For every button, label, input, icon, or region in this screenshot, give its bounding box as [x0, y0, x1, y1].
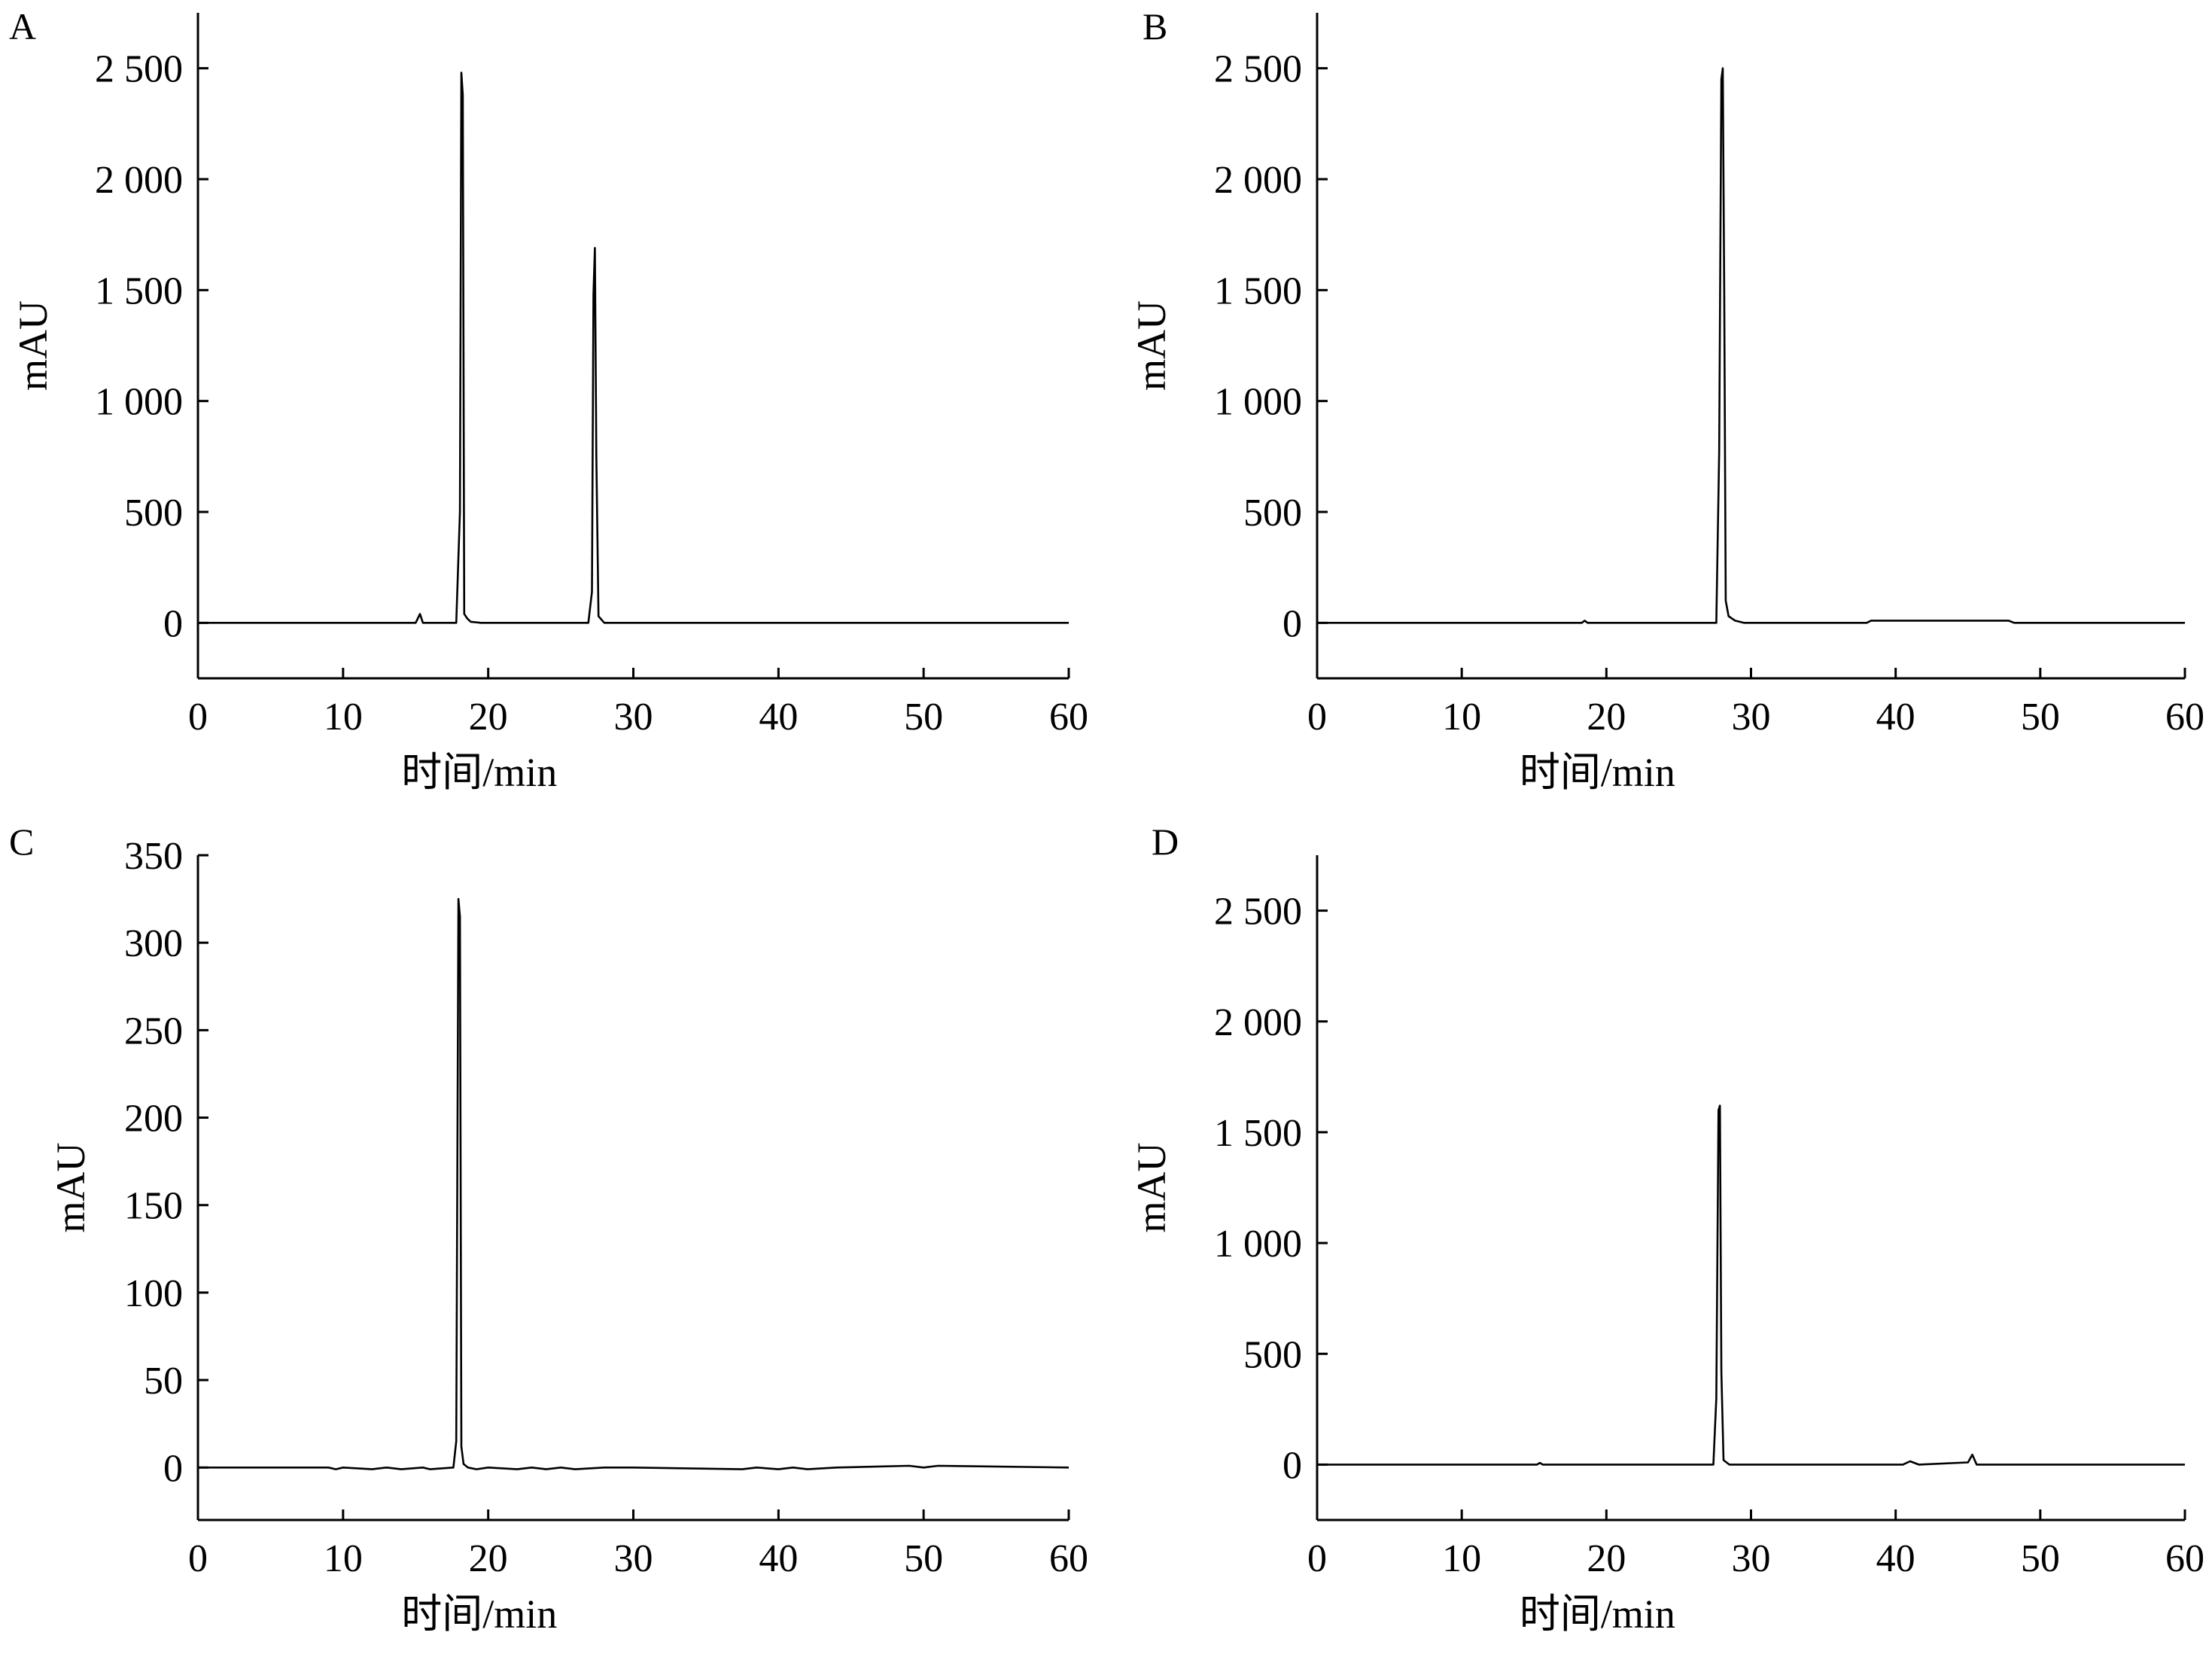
x-axis-title: 时间/min: [1520, 1592, 1675, 1637]
panel-letter: A: [9, 5, 36, 47]
x-tick-label: 10: [324, 1537, 363, 1580]
y-tick-label: 100: [124, 1272, 183, 1315]
y-tick-label: 1 500: [1214, 1112, 1302, 1155]
x-tick-label: 40: [759, 1537, 798, 1580]
y-tick-label: 0: [163, 1447, 183, 1490]
y-axis-title: mAU: [1129, 1143, 1174, 1233]
x-tick-label: 20: [1587, 1537, 1626, 1580]
y-tick-label: 1 000: [95, 381, 183, 424]
y-tick-label: 2 000: [1214, 159, 1302, 202]
x-tick-label: 30: [614, 696, 653, 739]
series-line: [198, 897, 1069, 1470]
y-tick-label: 0: [1282, 602, 1302, 645]
x-tick-label: 60: [1049, 1537, 1088, 1580]
y-tick-label: 0: [1282, 1444, 1302, 1487]
y-tick-label: 2 500: [1214, 48, 1302, 91]
x-tick-label: 50: [904, 696, 943, 739]
chart-panel-a: A 0 10 20 30 40 50 60 0 500 1 000 1 500 2 000 2 500 时间…: [9, 5, 1088, 795]
y-tick-label: 300: [124, 922, 183, 965]
x-tick-label: 50: [2021, 1537, 2060, 1580]
y-tick-label: 1 000: [1214, 381, 1302, 424]
x-tick-label: 20: [469, 696, 508, 739]
x-tick-label: 0: [1307, 1537, 1327, 1580]
series-line: [198, 72, 1069, 624]
x-tick-label: 10: [324, 696, 363, 739]
x-tick-label: 60: [2165, 696, 2204, 739]
x-tick-label: 40: [1876, 696, 1915, 739]
y-tick-label: 500: [1243, 1333, 1302, 1376]
y-tick-label: 2 500: [95, 48, 183, 91]
y-axis-title: mAU: [1129, 300, 1174, 391]
y-tick-label: 350: [124, 835, 183, 878]
x-tick-label: 30: [1732, 696, 1771, 739]
x-tick-label: 60: [1049, 696, 1088, 739]
x-axis-title: 时间/min: [1520, 750, 1675, 795]
y-tick-label: 1 000: [1214, 1223, 1302, 1266]
x-tick-label: 10: [1442, 1537, 1481, 1580]
series-line: [1317, 67, 2185, 624]
x-tick-label: 60: [2165, 1537, 2204, 1580]
y-tick-label: 2 000: [1214, 1001, 1302, 1044]
x-axis-title: 时间/min: [401, 1592, 557, 1637]
panel-letter: B: [1143, 5, 1167, 47]
y-axis-title: mAU: [48, 1143, 93, 1233]
x-tick-label: 0: [188, 696, 208, 739]
y-tick-label: 1 500: [1214, 270, 1302, 312]
chart-panel-d: D 0 10 20 30 40 50 60 0 500 1 000 1 500 2 000 2 500 时间…: [1129, 821, 2204, 1637]
chart-panel-c: C 0 10 20 30 40 50 60 0 50 100 150 200 250 300 350 时间/mi…: [9, 821, 1088, 1637]
y-tick-label: 2 000: [95, 159, 183, 202]
x-tick-label: 0: [188, 1537, 208, 1580]
x-tick-label: 0: [1307, 696, 1327, 739]
x-tick-label: 40: [1876, 1537, 1915, 1580]
y-tick-label: 50: [144, 1360, 183, 1403]
y-tick-label: 250: [124, 1010, 183, 1052]
y-tick-label: 150: [124, 1185, 183, 1228]
x-tick-label: 30: [1732, 1537, 1771, 1580]
x-tick-label: 20: [1587, 696, 1626, 739]
panel-letter: C: [9, 821, 34, 863]
x-tick-label: 40: [759, 696, 798, 739]
x-axis-title: 时间/min: [401, 750, 557, 795]
y-tick-label: 500: [1243, 492, 1302, 535]
series-line: [1317, 1104, 2185, 1466]
chart-panel-b: B 0 10 20 30 40 50 60 0 500 1 000 1 500 2 000 2 500 时间…: [1129, 5, 2204, 795]
y-tick-label: 500: [124, 492, 183, 535]
y-tick-label: 0: [163, 602, 183, 645]
panel-letter: D: [1152, 821, 1179, 863]
y-tick-label: 1 500: [95, 270, 183, 312]
y-tick-label: 200: [124, 1098, 183, 1141]
x-tick-label: 50: [2021, 696, 2060, 739]
y-tick-label: 2 500: [1214, 891, 1302, 934]
x-tick-label: 20: [469, 1537, 508, 1580]
y-axis-title: mAU: [11, 300, 56, 391]
x-tick-label: 30: [614, 1537, 653, 1580]
x-tick-label: 50: [904, 1537, 943, 1580]
x-tick-label: 10: [1442, 696, 1481, 739]
